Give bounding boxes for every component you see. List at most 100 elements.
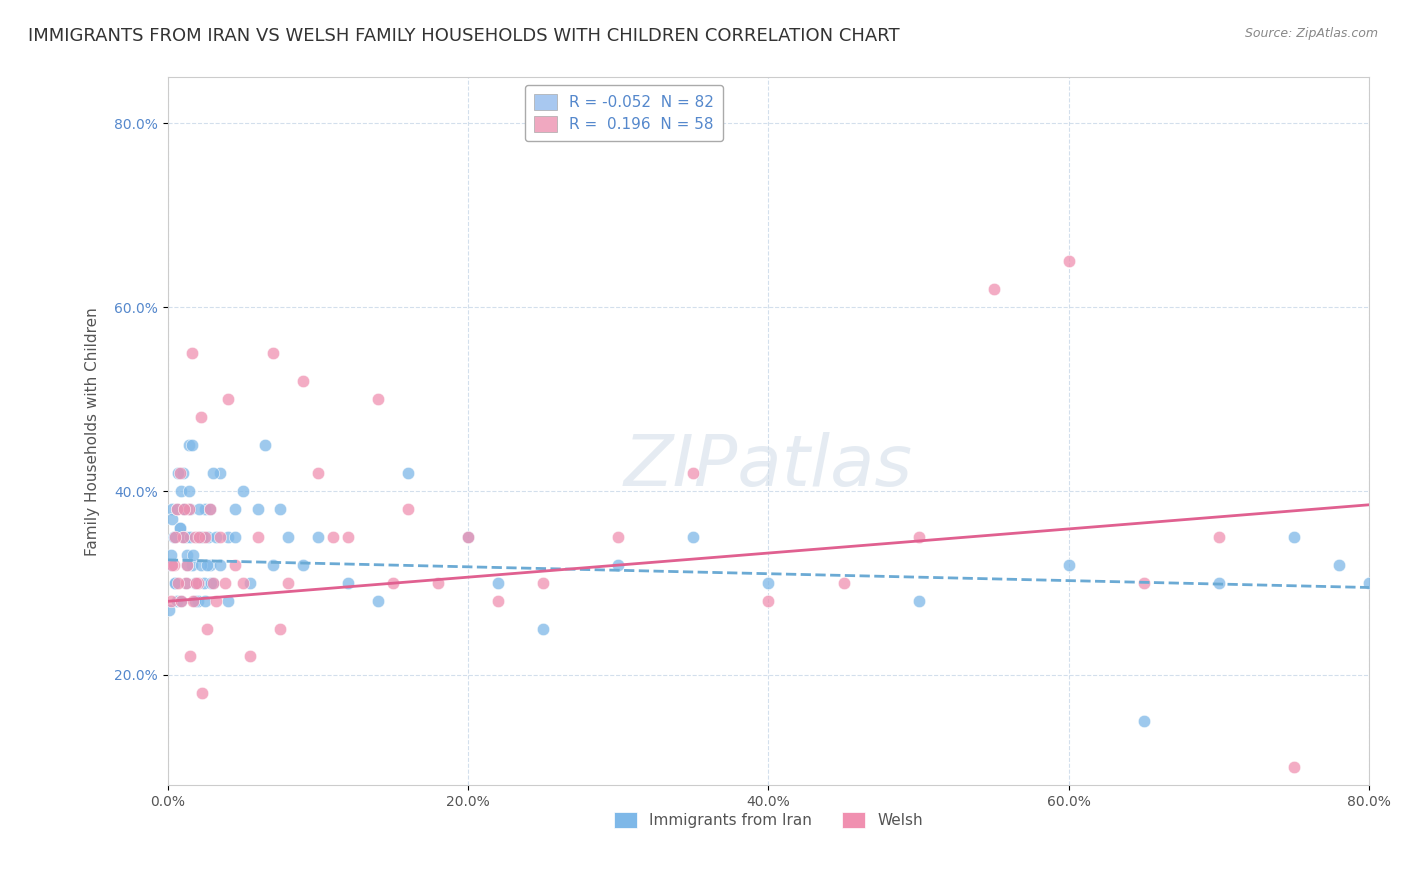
Point	[209, 530, 232, 544]
Point	[239, 575, 262, 590]
Point	[262, 558, 284, 572]
Point	[201, 466, 224, 480]
Point	[163, 530, 186, 544]
Point	[1057, 254, 1080, 268]
Point	[1133, 575, 1156, 590]
Point	[180, 438, 202, 452]
Point	[427, 575, 450, 590]
Point	[1057, 558, 1080, 572]
Point	[177, 502, 200, 516]
Point	[983, 282, 1005, 296]
Point	[170, 594, 193, 608]
Point	[209, 558, 232, 572]
Point	[198, 502, 221, 516]
Point	[277, 575, 299, 590]
Point	[159, 594, 181, 608]
Point	[486, 575, 509, 590]
Point	[262, 346, 284, 360]
Legend: Immigrants from Iran, Welsh: Immigrants from Iran, Welsh	[607, 805, 929, 834]
Point	[186, 575, 208, 590]
Point	[191, 530, 214, 544]
Point	[531, 575, 554, 590]
Point	[214, 575, 236, 590]
Point	[181, 594, 204, 608]
Point	[195, 558, 218, 572]
Point	[184, 530, 207, 544]
Point	[162, 502, 184, 516]
Point	[172, 530, 194, 544]
Point	[174, 530, 197, 544]
Point	[173, 502, 195, 516]
Point	[167, 466, 190, 480]
Point	[187, 594, 209, 608]
Point	[246, 502, 269, 516]
Point	[188, 502, 211, 516]
Point	[217, 594, 239, 608]
Point	[336, 575, 359, 590]
Point	[205, 594, 228, 608]
Point	[179, 530, 201, 544]
Point	[159, 549, 181, 563]
Point	[758, 575, 780, 590]
Point	[176, 558, 198, 572]
Point	[176, 549, 198, 563]
Point	[194, 530, 217, 544]
Point	[1208, 575, 1230, 590]
Point	[190, 410, 212, 425]
Point	[269, 622, 291, 636]
Point	[180, 346, 202, 360]
Point	[232, 483, 254, 498]
Point	[172, 530, 194, 544]
Point	[396, 502, 419, 516]
Point	[336, 530, 359, 544]
Point	[682, 466, 704, 480]
Point	[531, 622, 554, 636]
Y-axis label: Family Households with Children: Family Households with Children	[86, 307, 100, 556]
Point	[186, 575, 208, 590]
Point	[486, 594, 509, 608]
Point	[184, 575, 207, 590]
Point	[157, 603, 180, 617]
Point	[191, 686, 214, 700]
Point	[165, 575, 187, 590]
Point	[232, 575, 254, 590]
Point	[907, 530, 929, 544]
Point	[162, 558, 184, 572]
Point	[246, 530, 269, 544]
Point	[174, 575, 197, 590]
Point	[224, 558, 246, 572]
Point	[907, 594, 929, 608]
Point	[382, 575, 405, 590]
Point	[1282, 530, 1305, 544]
Point	[167, 575, 190, 590]
Point	[239, 649, 262, 664]
Point	[193, 575, 215, 590]
Point	[181, 549, 204, 563]
Point	[169, 521, 191, 535]
Point	[197, 530, 219, 544]
Point	[190, 530, 212, 544]
Point	[198, 502, 221, 516]
Point	[176, 558, 198, 572]
Point	[224, 530, 246, 544]
Point	[1358, 575, 1381, 590]
Point	[172, 466, 194, 480]
Point	[1327, 558, 1350, 572]
Point	[163, 530, 186, 544]
Point	[177, 483, 200, 498]
Point	[607, 558, 630, 572]
Point	[1282, 760, 1305, 774]
Point	[170, 483, 193, 498]
Point	[169, 521, 191, 535]
Point	[200, 575, 222, 590]
Point	[194, 594, 217, 608]
Point	[165, 575, 187, 590]
Point	[180, 558, 202, 572]
Point	[165, 530, 187, 544]
Point	[269, 502, 291, 516]
Point	[457, 530, 479, 544]
Point	[277, 530, 299, 544]
Point	[1208, 530, 1230, 544]
Point	[217, 530, 239, 544]
Point	[205, 530, 228, 544]
